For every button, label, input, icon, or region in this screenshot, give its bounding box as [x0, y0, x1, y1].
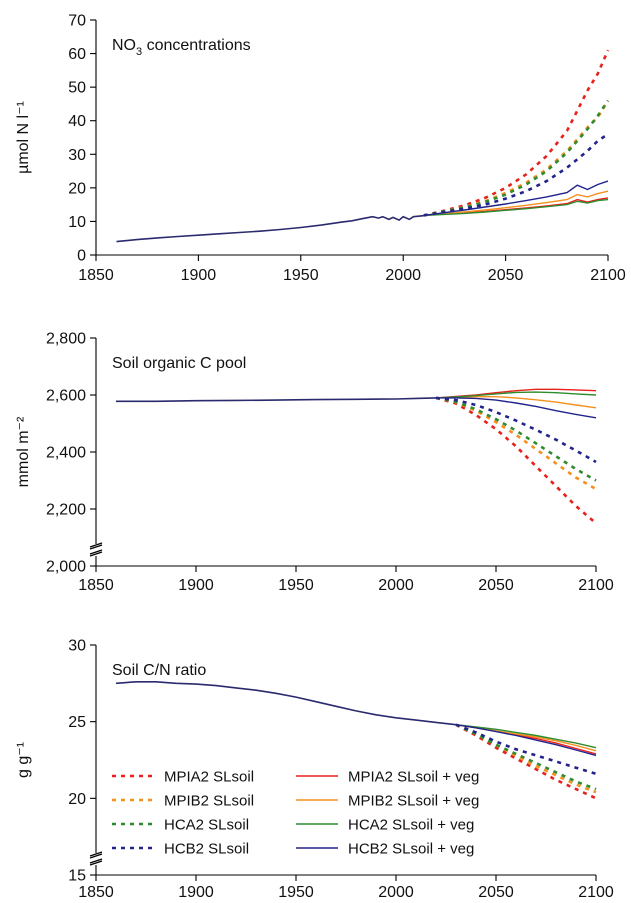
legend-label: MPIA2 SLsoil — [164, 769, 254, 786]
chart-panel-3: 15 20 25 30 1850 1900 1950 2000 2050 2100 g g⁻¹ Soi… — [15, 638, 614, 902]
y-tick-label: 2,600 — [46, 388, 86, 405]
x-tick-label: 1850 — [78, 267, 114, 284]
legend-label: HCA2 SLsoil + veg — [348, 817, 474, 834]
y-tick-label: 50 — [68, 80, 86, 97]
y-tick-label: 2,000 — [46, 559, 86, 576]
series-line-mpib2-slsoil — [435, 396, 597, 491]
series-line-hcb2-slsoil — [423, 133, 609, 217]
x-tick-label: 1900 — [178, 884, 214, 901]
y-tick-label: 25 — [68, 714, 86, 731]
y-tick-label: 30 — [68, 638, 86, 655]
legend-label: MPIB2 SLsoil + veg — [348, 793, 479, 810]
series-line-hca2-slsoil — [423, 99, 610, 217]
series-line-hcb2-slsoil — [455, 723, 597, 776]
x-tick-label: 1900 — [181, 267, 217, 284]
chart-panel-2: 2,000 2,200 2,400 2,600 2,800 1850 1900 1950 200… — [15, 331, 614, 595]
x-tick-label: 2100 — [578, 884, 614, 901]
legend-label: HCB2 SLsoil — [164, 841, 249, 858]
x-tick-label: 2050 — [478, 577, 514, 594]
y-tick-label: 2,800 — [46, 331, 86, 348]
legend: MPIA2 SLsoil MPIB2 SLsoil HCA2 SLsoil HCB2 … — [112, 769, 479, 858]
x-tick-label: 2100 — [590, 267, 626, 284]
legend-label: MPIA2 SLsoil + veg — [348, 769, 479, 786]
x-tick-label: 2100 — [578, 577, 614, 594]
x-tick-label: 1950 — [283, 267, 319, 284]
series-line-mpib2-slsoil — [423, 99, 610, 217]
y-tick-label: 2,200 — [46, 502, 86, 519]
series-line-hcb2-slsoil — [435, 396, 597, 464]
axis-break-mark — [89, 542, 103, 555]
y-tick-label: 60 — [68, 46, 86, 63]
y-tick-label: 10 — [68, 214, 86, 231]
legend-label: HCA2 SLsoil — [164, 817, 249, 834]
x-tick-label: 1850 — [78, 577, 114, 594]
series-line-hca2-slsoil-veg — [435, 391, 597, 399]
y-tick-label: 15 — [68, 868, 86, 885]
series-line-mpia2-slsoil — [435, 396, 597, 525]
x-tick-label: 1850 — [78, 884, 114, 901]
x-tick-label: 1900 — [178, 577, 214, 594]
panel-title: Soil organic C pool — [112, 355, 246, 372]
y-axis-title: µmol N l⁻¹ — [15, 101, 32, 174]
axis-break-mark — [89, 851, 103, 864]
x-tick-label: 2000 — [378, 884, 414, 901]
y-tick-label: 70 — [68, 13, 86, 30]
panel-title: Soil C/N ratio — [112, 662, 206, 679]
series-line-hcb2-slsoil-veg — [436, 397, 597, 419]
series-line-hca2-slsoil-veg — [423, 198, 609, 217]
x-tick-label: 2050 — [488, 267, 524, 284]
x-tick-label: 1950 — [278, 884, 314, 901]
chart-panel-1: 0 10 20 30 40 50 60 70 1850 1900 1950 2000 2050 2100 µ… — [15, 13, 626, 285]
series-line-mpia2-slsoil — [423, 49, 610, 217]
axis-break-mark — [89, 544, 103, 557]
series-historical — [116, 214, 424, 243]
y-tick-label: 20 — [68, 791, 86, 808]
panel-title: NO3 concentrations — [112, 37, 251, 58]
x-tick-label: 2000 — [385, 267, 421, 284]
y-tick-label: 2,400 — [46, 445, 86, 462]
series-line-hca2-slsoil-veg — [455, 724, 597, 749]
x-tick-label: 2000 — [378, 577, 414, 594]
y-axis-title: g g⁻¹ — [15, 742, 32, 778]
y-tick-label: 20 — [68, 180, 86, 197]
x-tick-label: 2050 — [478, 884, 514, 901]
y-axis-title: mmol m⁻² — [15, 416, 32, 487]
series-line-hca2-slsoil — [455, 723, 597, 791]
series-line-hca2-slsoil — [435, 396, 597, 482]
series-line-mpib2-slsoil-veg — [423, 190, 609, 217]
series-historical — [115, 681, 457, 726]
axis-break-mark — [89, 853, 103, 866]
series-historical — [116, 397, 437, 403]
y-tick-label: 40 — [68, 113, 86, 130]
series-line-hcb2-slsoil-veg — [455, 724, 597, 757]
x-tick-label: 1950 — [278, 577, 314, 594]
y-tick-label: 0 — [77, 248, 86, 265]
y-tick-label: 30 — [68, 147, 86, 164]
legend-label: HCB2 SLsoil + veg — [348, 841, 474, 858]
legend-label: MPIB2 SLsoil — [164, 793, 254, 810]
